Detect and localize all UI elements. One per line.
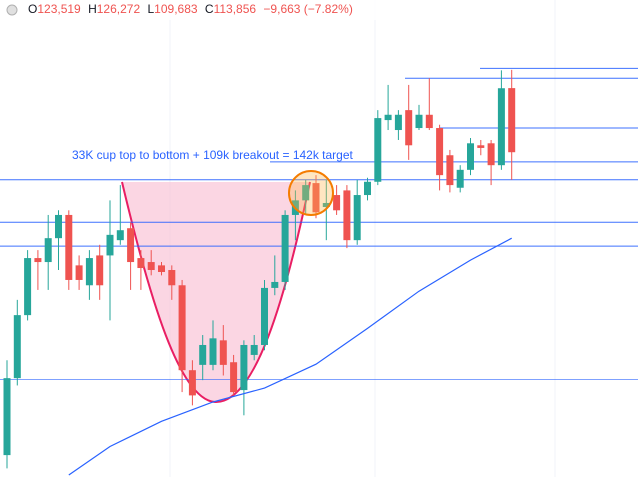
- moving-average: [68, 237, 512, 476]
- candle-body: [13, 315, 21, 379]
- annotation: 33K cup top to bottom + 109k breakout = …: [72, 148, 354, 162]
- candle-body: [147, 262, 155, 271]
- candle-body: [302, 185, 310, 201]
- candle-body: [3, 378, 11, 456]
- candle-body: [96, 255, 104, 286]
- open-value: 123,519: [37, 2, 81, 16]
- candle-body: [44, 238, 52, 263]
- candle-body: [85, 258, 93, 286]
- candle-body: [477, 145, 485, 148]
- close-value: 113,856: [214, 2, 257, 16]
- candle-body: [271, 281, 279, 288]
- candle-body: [281, 214, 289, 282]
- candle-body: [364, 181, 371, 196]
- candle-body: [261, 287, 268, 345]
- ohlc-header: O123,519 H126,272 L109,683 C113,856 −9,6…: [28, 2, 353, 16]
- candle-body: [425, 114, 433, 129]
- candle-body: [55, 214, 62, 239]
- candle-body: [168, 270, 176, 286]
- candle-body: [127, 228, 135, 263]
- open-label: O: [28, 2, 37, 16]
- high-value: 126,272: [97, 2, 141, 16]
- cup-fill: [122, 182, 310, 403]
- candle-body: [322, 203, 330, 207]
- candle-body: [436, 128, 444, 176]
- candle-body: [250, 344, 258, 355]
- low-label: L: [147, 2, 154, 16]
- breakout-marker: [288, 170, 334, 216]
- candle-body: [199, 344, 207, 365]
- candle-body: [446, 155, 454, 186]
- candle-body: [415, 114, 423, 129]
- candle-body: [240, 344, 248, 391]
- candle-body: [65, 214, 73, 280]
- series: [0, 67, 638, 476]
- high-label: H: [88, 2, 97, 16]
- candle-body: [158, 265, 165, 273]
- candle-body: [343, 190, 351, 241]
- candle-body: [353, 195, 361, 241]
- candle-body: [374, 118, 382, 182]
- candle-body: [497, 88, 505, 166]
- candle-body: [75, 265, 83, 280]
- header-bg: [0, 0, 380, 20]
- candle-body: [487, 143, 495, 166]
- low-value: 109,683: [154, 2, 198, 16]
- candle-body: [405, 110, 413, 146]
- change-value: −9,663 (−7.82%): [263, 2, 352, 16]
- candle-body: [137, 258, 145, 269]
- candle-body: [384, 114, 392, 121]
- candle-body: [508, 88, 516, 153]
- status-icon: [6, 4, 18, 16]
- candle-body: [116, 230, 124, 241]
- candle-body: [188, 370, 196, 396]
- candle-body: [34, 258, 42, 263]
- candle-body: [312, 183, 320, 213]
- candle-body: [333, 195, 341, 211]
- candle-body: [467, 143, 474, 170]
- candle-body: [394, 114, 402, 131]
- candle-body: [230, 362, 238, 393]
- candle-body: [456, 169, 464, 188]
- close-label: C: [205, 2, 214, 16]
- candle-body: [219, 340, 227, 365]
- candle-body: [178, 285, 186, 371]
- candle-body: [24, 258, 32, 316]
- candle-body: [106, 234, 114, 256]
- candle-body: [209, 338, 217, 365]
